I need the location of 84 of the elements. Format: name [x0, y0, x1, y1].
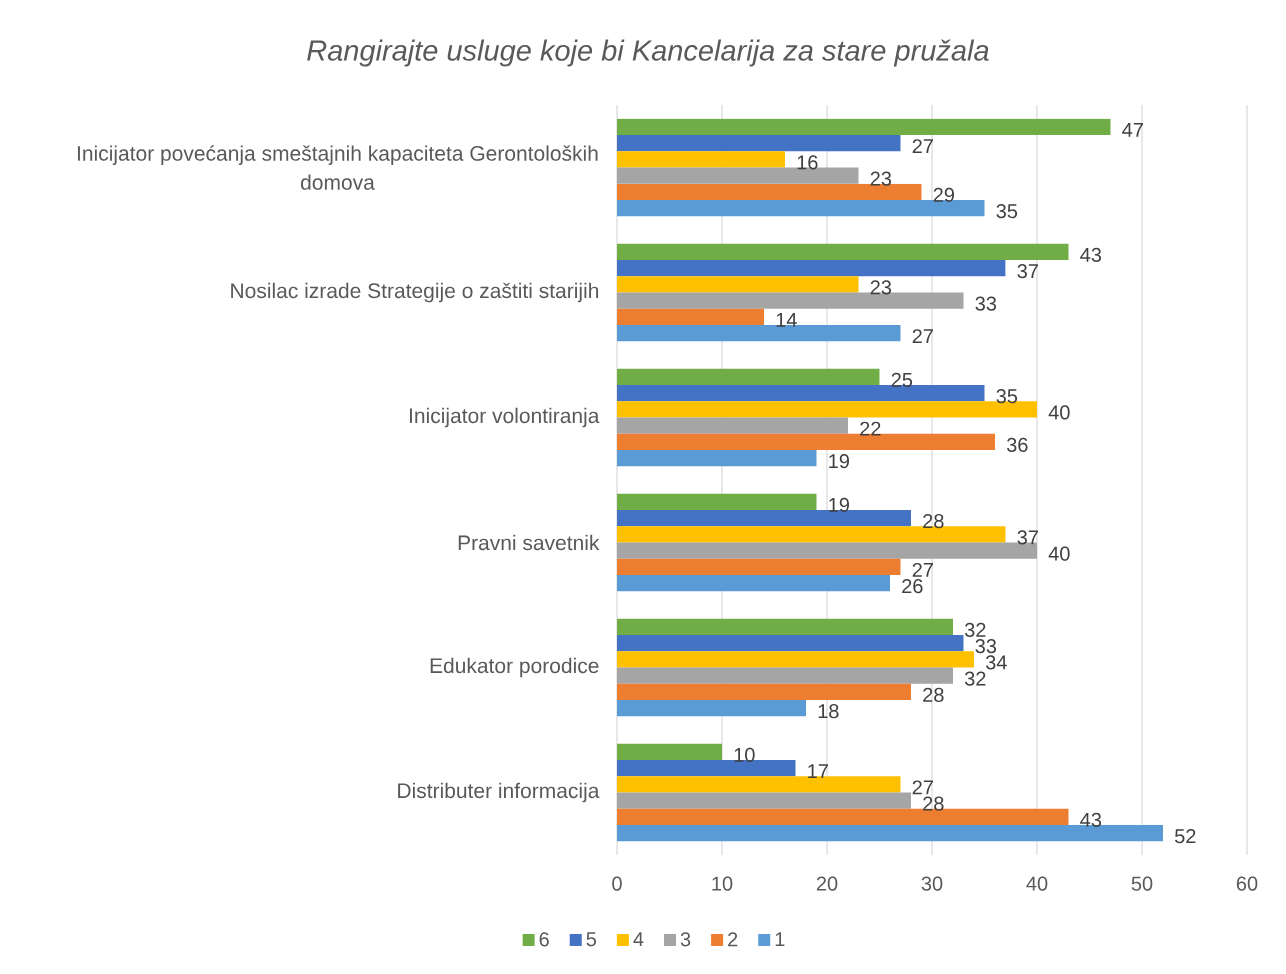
data-label: 29 — [933, 187, 954, 202]
bar — [617, 667, 953, 684]
bar — [617, 683, 911, 700]
bar — [617, 260, 1006, 277]
y-tick-label: Nosilac izrade Strategije o zaštiti starijih — [231, 282, 599, 303]
data-label: 28 — [923, 687, 944, 702]
bar — [617, 151, 785, 168]
data-label: 37 — [1017, 530, 1038, 545]
data-label: 35 — [996, 389, 1018, 404]
data-label: 23 — [870, 280, 892, 295]
x-tick-label: 0 — [612, 876, 622, 891]
bar — [617, 450, 817, 467]
legend-label: 5 — [586, 932, 597, 947]
data-label: 28 — [923, 514, 944, 529]
bar — [617, 776, 901, 793]
x-tick-label: 30 — [921, 876, 943, 891]
data-label: 37 — [1017, 264, 1038, 279]
data-label: 19 — [829, 497, 849, 512]
data-label: 47 — [1122, 123, 1143, 137]
data-label: 52 — [1174, 829, 1196, 844]
bar — [617, 118, 1111, 135]
bar — [617, 760, 796, 777]
bar — [617, 825, 1163, 842]
x-tick-label: 40 — [1026, 876, 1048, 891]
bar — [617, 575, 890, 592]
y-tick-label: Inicijator povećanja smeštajnih kapaciteta Gerontoloških domova — [77, 145, 598, 190]
bar — [617, 493, 817, 510]
data-label: 35 — [996, 204, 1018, 219]
y-tick-label: Edukator porodice — [430, 657, 599, 678]
data-label: 25 — [891, 372, 913, 387]
x-tick-label: 50 — [1131, 876, 1153, 891]
legend-label: 1 — [775, 932, 785, 947]
bar — [617, 635, 964, 652]
x-tick-label: 10 — [712, 876, 733, 891]
bar — [617, 325, 901, 342]
data-label: 23 — [870, 171, 892, 186]
y-tick-label: Distributer informacija — [398, 782, 600, 803]
bar — [617, 792, 911, 809]
data-label: 32 — [964, 622, 986, 637]
chart-title: Rangirajte usluge koje bi Kancelarija za stare pružala — [307, 39, 989, 67]
data-label: 40 — [1048, 405, 1070, 420]
bar — [617, 135, 901, 152]
bar — [617, 243, 1069, 260]
data-label: 43 — [1080, 247, 1102, 262]
data-label: 40 — [1048, 546, 1070, 561]
bar — [617, 368, 880, 385]
bar — [617, 558, 901, 575]
bar — [617, 700, 806, 717]
data-label: 16 — [797, 155, 818, 170]
bar — [617, 200, 985, 217]
bar — [617, 308, 764, 325]
bar — [617, 743, 722, 760]
data-label: 19 — [829, 454, 849, 469]
data-label: 27 — [912, 329, 933, 344]
data-label: 14 — [776, 313, 797, 327]
bar — [617, 417, 848, 434]
data-label: 27 — [912, 780, 933, 795]
data-label: 33 — [975, 639, 997, 654]
data-label: 26 — [902, 579, 923, 594]
x-tick-label: 60 — [1236, 876, 1258, 891]
legend-label: 2 — [728, 932, 738, 947]
data-label: 10 — [734, 747, 755, 762]
y-tick-label: Pravni savetnik — [458, 534, 600, 551]
data-label: 32 — [964, 671, 986, 686]
data-label: 27 — [912, 562, 933, 577]
data-label: 17 — [808, 764, 828, 778]
bar — [617, 276, 859, 293]
x-tick-label: 20 — [816, 876, 838, 891]
legend-label: 4 — [633, 932, 644, 947]
legend-label: 6 — [539, 932, 549, 947]
bar — [617, 510, 911, 527]
data-label: 36 — [1006, 437, 1028, 452]
y-tick-label: Inicijator volontiranja — [409, 407, 600, 428]
data-label: 27 — [912, 139, 933, 154]
data-label: 18 — [818, 704, 839, 719]
data-label: 28 — [923, 796, 944, 811]
data-label: 22 — [860, 421, 881, 436]
bar — [617, 385, 985, 402]
legend-label: 3 — [680, 932, 691, 947]
data-label: 33 — [975, 296, 997, 311]
data-label: 34 — [985, 655, 1007, 670]
data-label: 43 — [1080, 812, 1102, 827]
bar — [617, 618, 953, 635]
bar — [617, 651, 974, 668]
